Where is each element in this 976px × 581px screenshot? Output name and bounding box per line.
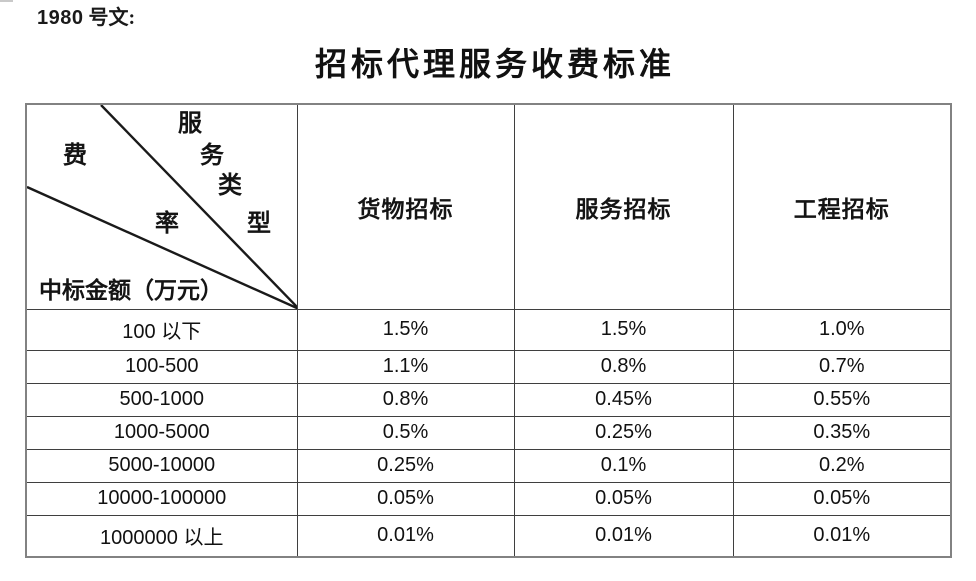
row-label: 1000-5000 (25, 415, 298, 450)
row-label: 1000000 以上 (25, 514, 298, 558)
table-cell: 0.45% (513, 382, 734, 417)
table-cell: 1.0% (732, 308, 952, 351)
table-cell: 1.1% (296, 349, 515, 384)
table-row: 500-1000 0.8% 0.45% 0.55% (25, 382, 952, 417)
row-label: 100-500 (25, 349, 298, 384)
table-cell: 0.55% (732, 382, 952, 417)
table-row: 1000000 以上 0.01% 0.01% 0.01% (25, 514, 952, 558)
diagonal-header-cell: 服 务 类 型 费 率 中标金额（万元） (25, 103, 298, 310)
table-cell: 1.5% (296, 308, 515, 351)
diagonal-lines (27, 105, 296, 308)
document-number-suffix: 号文: (83, 7, 136, 29)
diagonal-label-bid-amount: 中标金额（万元） (39, 278, 223, 303)
table-cell: 0.1% (513, 448, 734, 483)
table-row: 1000-5000 0.5% 0.25% 0.35% (25, 415, 952, 450)
table-cell: 0.01% (732, 514, 952, 558)
table-cell: 0.8% (513, 349, 734, 384)
fee-standard-table: 服 务 类 型 费 率 中标金额（万元） 货物招标 服务招标 工程招标 100 … (25, 103, 952, 558)
row-label: 10000-100000 (25, 481, 298, 516)
table-cell: 0.05% (732, 481, 952, 516)
table-cell: 1.5% (513, 308, 734, 351)
table-row: 100 以下 1.5% 1.5% 1.0% (25, 308, 952, 351)
table-cell: 0.7% (732, 349, 952, 384)
row-label: 500-1000 (25, 382, 298, 417)
table-cell: 0.05% (296, 481, 515, 516)
table-cell: 0.35% (732, 415, 952, 450)
table-row: 100-500 1.1% 0.8% 0.7% (25, 349, 952, 384)
column-header-goods-bidding: 货物招标 (296, 103, 515, 310)
document-number-label: 1980 号文: (37, 5, 135, 31)
table-cell: 0.05% (513, 481, 734, 516)
table-row: 10000-100000 0.05% 0.05% 0.05% (25, 481, 952, 516)
document-number: 1980 (37, 7, 84, 29)
diagonal-label-service-type-char: 型 (247, 211, 271, 237)
column-header-engineering-bidding: 工程招标 (732, 103, 952, 310)
diagonal-label-service-type-char: 务 (200, 143, 224, 169)
diagonal-label-fee-rate-char: 费 (63, 143, 87, 169)
table-row: 5000-10000 0.25% 0.1% 0.2% (25, 448, 952, 483)
diagonal-label-fee-rate-char: 率 (155, 211, 179, 237)
scan-artifact (0, 0, 13, 2)
table-cell: 0.8% (296, 382, 515, 417)
table-cell: 0.5% (296, 415, 515, 450)
table-cell: 0.25% (296, 448, 515, 483)
table-cell: 0.01% (296, 514, 515, 558)
row-label: 100 以下 (25, 308, 298, 351)
table-cell: 0.25% (513, 415, 734, 450)
row-label: 5000-10000 (25, 448, 298, 483)
table-header-row: 服 务 类 型 费 率 中标金额（万元） 货物招标 服务招标 工程招标 (25, 103, 952, 310)
table-cell: 0.2% (732, 448, 952, 483)
table-cell: 0.01% (513, 514, 734, 558)
column-header-service-bidding: 服务招标 (513, 103, 734, 310)
diagonal-label-service-type-char: 类 (218, 173, 242, 199)
diagonal-label-service-type-char: 服 (178, 111, 202, 137)
page-title: 招标代理服务收费标准 (314, 46, 675, 82)
